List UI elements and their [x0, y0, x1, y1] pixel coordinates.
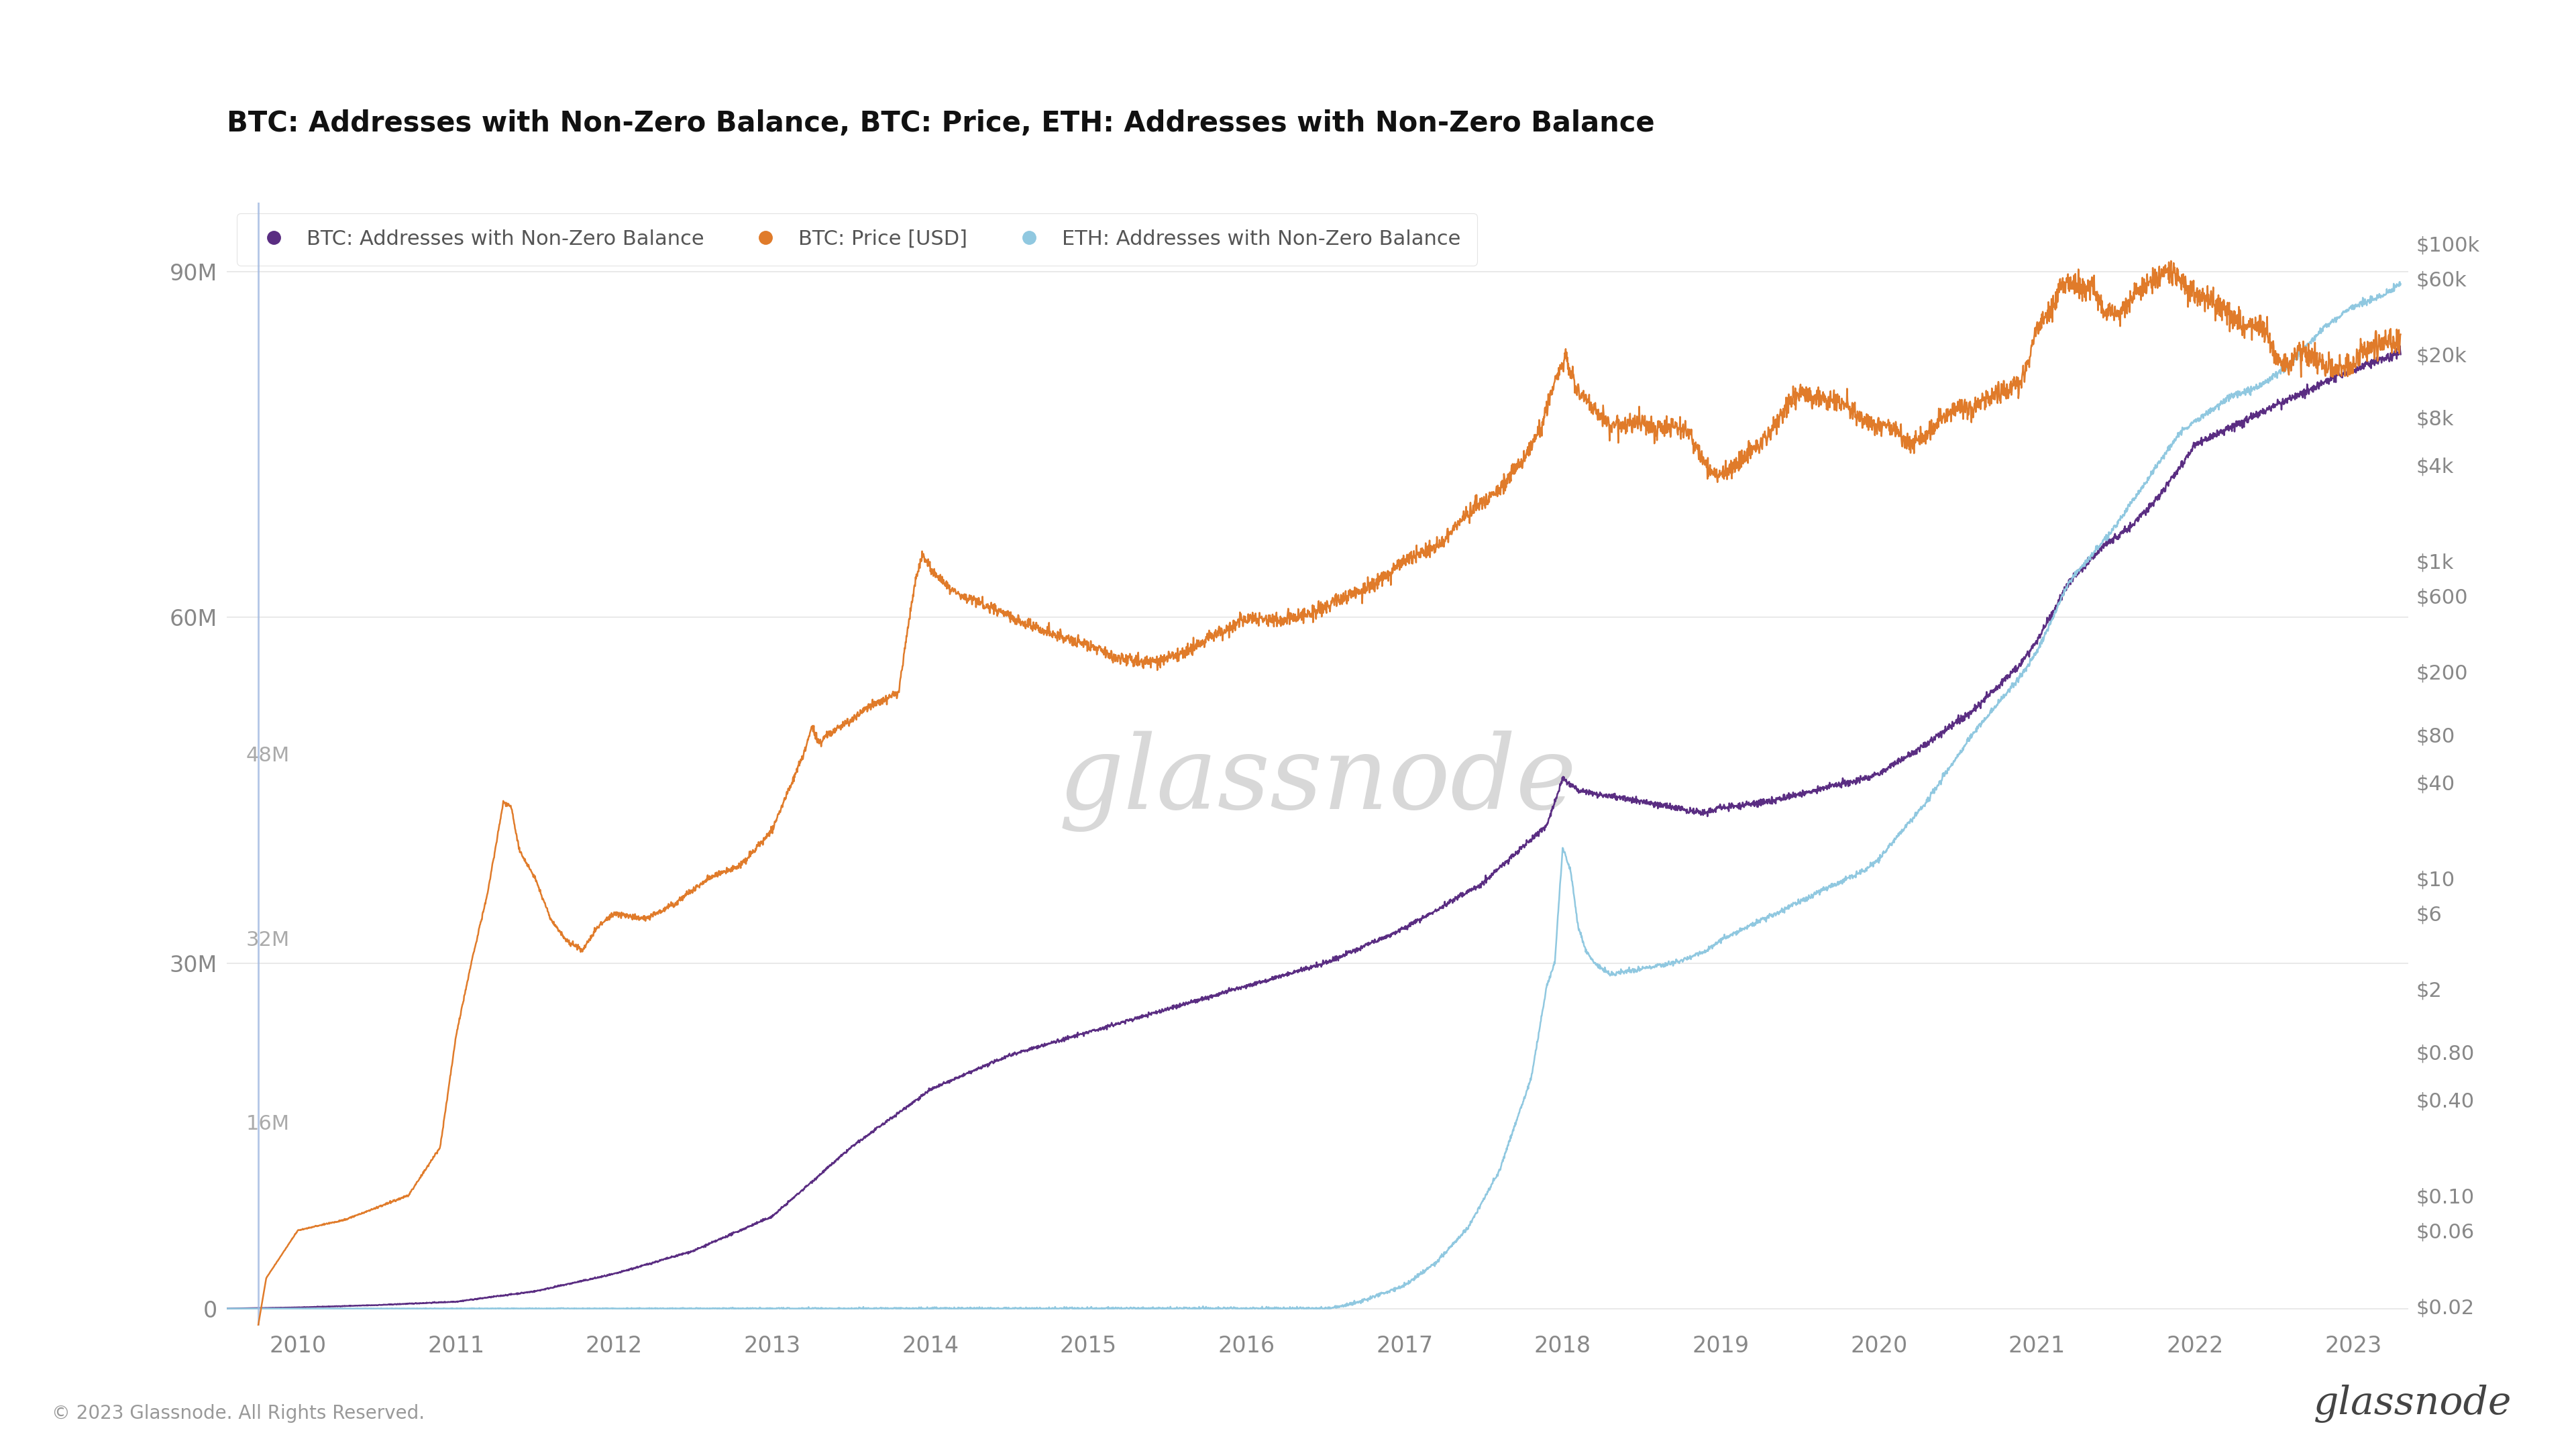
- Text: © 2023 Glassnode. All Rights Reserved.: © 2023 Glassnode. All Rights Reserved.: [52, 1404, 425, 1423]
- Legend: BTC: Addresses with Non-Zero Balance, BTC: Price [USD], ETH: Addresses with Non-: BTC: Addresses with Non-Zero Balance, BT…: [237, 213, 1476, 265]
- Text: 48M: 48M: [245, 746, 289, 765]
- Text: 16M: 16M: [245, 1114, 289, 1135]
- Text: glassnode: glassnode: [2313, 1385, 2512, 1423]
- Text: BTC: Addresses with Non-Zero Balance, BTC: Price, ETH: Addresses with Non-Zero B: BTC: Addresses with Non-Zero Balance, BT…: [227, 110, 1654, 138]
- Text: glassnode: glassnode: [1059, 730, 1577, 832]
- Text: 32M: 32M: [245, 930, 289, 949]
